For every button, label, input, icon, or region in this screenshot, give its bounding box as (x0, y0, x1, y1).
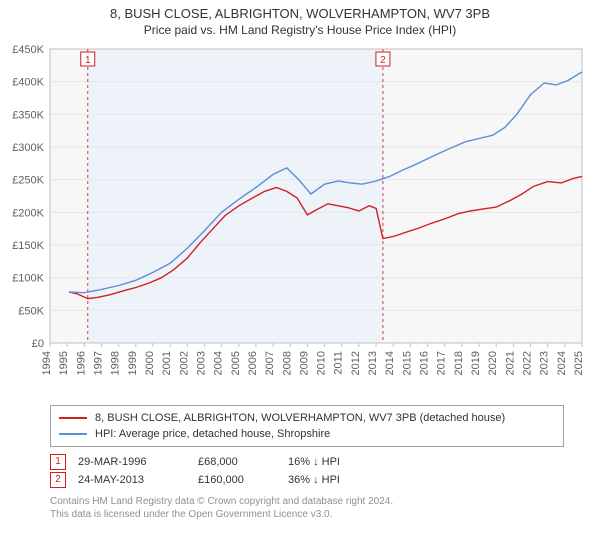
line-chart: £0 £50K £100K £150K £200K £250K £300K £350K £400… (0, 41, 600, 401)
svg-text:£150K: £150K (12, 240, 44, 252)
svg-text:1994: 1994 (41, 351, 53, 375)
chart-container: 8, BUSH CLOSE, ALBRIGHTON, WOLVERHAMPTON… (0, 0, 600, 560)
sale-date-2: 24-MAY-2013 (78, 474, 198, 486)
svg-text:1: 1 (85, 55, 91, 66)
sale-price-1: £68,000 (198, 456, 288, 468)
svg-text:2019: 2019 (470, 351, 482, 375)
chart-title: 8, BUSH CLOSE, ALBRIGHTON, WOLVERHAMPTON… (0, 0, 600, 23)
footer-line-2: This data is licensed under the Open Gov… (50, 508, 564, 521)
svg-text:2006: 2006 (247, 351, 259, 375)
svg-text:1999: 1999 (127, 351, 139, 375)
svg-text:2018: 2018 (453, 351, 465, 375)
svg-text:£0: £0 (32, 338, 44, 350)
svg-text:£100K: £100K (12, 273, 44, 285)
svg-text:2009: 2009 (298, 351, 310, 375)
svg-text:2024: 2024 (556, 351, 568, 375)
legend-swatch-hpi (59, 433, 87, 435)
svg-text:2013: 2013 (367, 351, 379, 375)
sale-flag-1: 1 (50, 454, 66, 470)
svg-text:2022: 2022 (522, 351, 534, 375)
footer-attribution: Contains HM Land Registry data © Crown c… (50, 495, 564, 521)
svg-text:£400K: £400K (12, 77, 44, 89)
svg-text:£50K: £50K (18, 305, 44, 317)
sale-price-2: £160,000 (198, 474, 288, 486)
svg-text:£200K: £200K (12, 207, 44, 219)
chart-subtitle: Price paid vs. HM Land Registry's House … (0, 23, 600, 41)
svg-text:2011: 2011 (333, 351, 345, 375)
svg-text:2001: 2001 (161, 351, 173, 375)
svg-text:2017: 2017 (436, 351, 448, 375)
sale-flag-2: 2 (50, 472, 66, 488)
svg-text:£300K: £300K (12, 142, 44, 154)
svg-text:1996: 1996 (75, 351, 87, 375)
legend-label-property: 8, BUSH CLOSE, ALBRIGHTON, WOLVERHAMPTON… (95, 412, 505, 424)
svg-text:2004: 2004 (213, 351, 225, 375)
svg-text:2025: 2025 (573, 351, 585, 375)
svg-text:2016: 2016 (419, 351, 431, 375)
legend-item-property: 8, BUSH CLOSE, ALBRIGHTON, WOLVERHAMPTON… (59, 410, 555, 426)
svg-text:1997: 1997 (92, 351, 104, 375)
svg-text:1995: 1995 (58, 351, 70, 375)
svg-text:2014: 2014 (384, 351, 396, 375)
svg-text:2021: 2021 (504, 351, 516, 375)
svg-text:2005: 2005 (230, 351, 242, 375)
sale-diff-2: 36% ↓ HPI (288, 474, 378, 486)
svg-text:£350K: £350K (12, 109, 44, 121)
legend-item-hpi: HPI: Average price, detached house, Shro… (59, 426, 555, 442)
legend: 8, BUSH CLOSE, ALBRIGHTON, WOLVERHAMPTON… (50, 405, 564, 447)
svg-text:1998: 1998 (110, 351, 122, 375)
svg-text:£250K: £250K (12, 175, 44, 187)
svg-text:2010: 2010 (316, 351, 328, 375)
sale-date-1: 29-MAR-1996 (78, 456, 198, 468)
svg-text:2008: 2008 (281, 351, 293, 375)
legend-label-hpi: HPI: Average price, detached house, Shro… (95, 428, 330, 440)
svg-text:2003: 2003 (195, 351, 207, 375)
svg-text:£450K: £450K (12, 44, 44, 56)
svg-text:2000: 2000 (144, 351, 156, 375)
footer-line-1: Contains HM Land Registry data © Crown c… (50, 495, 564, 508)
sale-row-2: 2 24-MAY-2013 £160,000 36% ↓ HPI (50, 471, 564, 489)
svg-text:2002: 2002 (178, 351, 190, 375)
svg-text:2020: 2020 (487, 351, 499, 375)
svg-text:2: 2 (380, 55, 386, 66)
sale-row-1: 1 29-MAR-1996 £68,000 16% ↓ HPI (50, 453, 564, 471)
sales-table: 1 29-MAR-1996 £68,000 16% ↓ HPI 2 24-MAY… (50, 453, 564, 489)
svg-text:2007: 2007 (264, 351, 276, 375)
legend-swatch-property (59, 417, 87, 419)
sale-diff-1: 16% ↓ HPI (288, 456, 378, 468)
svg-text:2012: 2012 (350, 351, 362, 375)
svg-text:2023: 2023 (539, 351, 551, 375)
svg-text:2015: 2015 (401, 351, 413, 375)
